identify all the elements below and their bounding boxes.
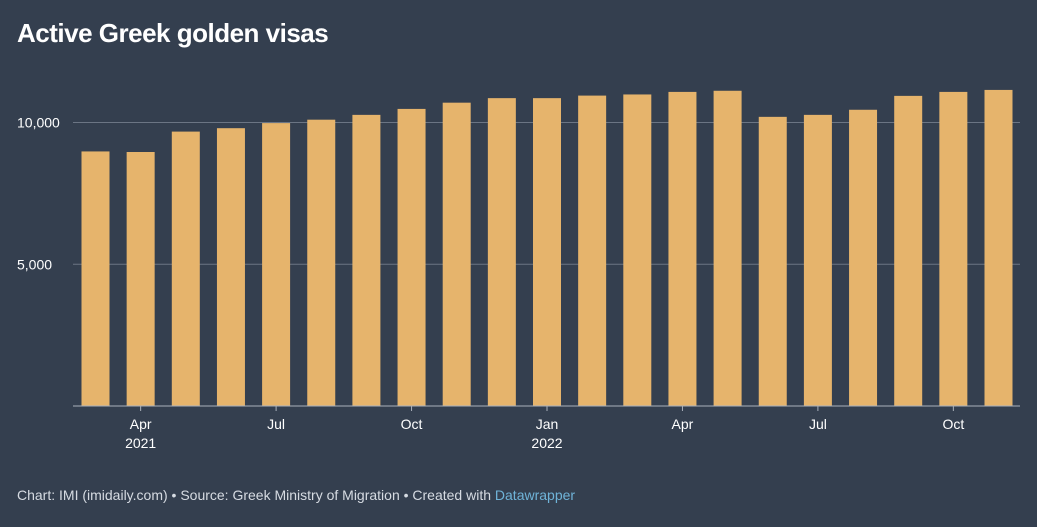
chart-title: Active Greek golden visas	[17, 18, 329, 48]
bar-2022-06	[758, 116, 787, 406]
bar-2021-08	[307, 119, 336, 407]
x-tick-label: Jul	[809, 416, 827, 432]
bar-2022-05	[713, 90, 742, 407]
footer-credits: Chart: IMI (imidaily.com) • Source: Gree…	[17, 487, 495, 503]
bar-2021-09	[352, 114, 381, 406]
bar-2022-03	[623, 94, 652, 406]
datawrapper-link[interactable]: Datawrapper	[494, 487, 576, 503]
bar-2021-03	[81, 151, 110, 406]
x-tick-label: Jul	[267, 416, 285, 432]
bar-2021-10	[397, 108, 426, 406]
bar-2022-01	[533, 98, 561, 406]
bar-2021-05	[171, 131, 200, 406]
bar-2022-07	[803, 114, 832, 406]
x-tick-label: Oct	[942, 416, 964, 432]
x-tick-label: Apr	[130, 416, 152, 432]
bar-2022-10	[939, 91, 968, 406]
x-tick-label: Jan	[536, 416, 559, 432]
x-tick-year-label: 2022	[531, 435, 562, 451]
bar-2022-04	[668, 91, 697, 406]
x-tick-year-label: 2021	[125, 435, 156, 451]
bar-2021-07	[262, 123, 291, 407]
bar-2022-09	[894, 95, 923, 406]
y-tick-label: 10,000	[17, 115, 60, 131]
bar-2022-11	[984, 89, 1013, 406]
x-tick-label: Apr	[672, 416, 694, 432]
bar-2021-04	[126, 152, 155, 406]
bar-2022-08	[849, 109, 878, 406]
bar-2021-11	[442, 102, 471, 407]
x-tick-label: Oct	[401, 416, 423, 432]
bar-2021-06	[216, 128, 245, 407]
chart-footer: Chart: IMI (imidaily.com) • Source: Gree…	[17, 487, 575, 503]
y-tick-label: 5,000	[17, 256, 52, 272]
bar-2022-02	[578, 95, 607, 406]
bar-2021-12	[487, 98, 516, 406]
